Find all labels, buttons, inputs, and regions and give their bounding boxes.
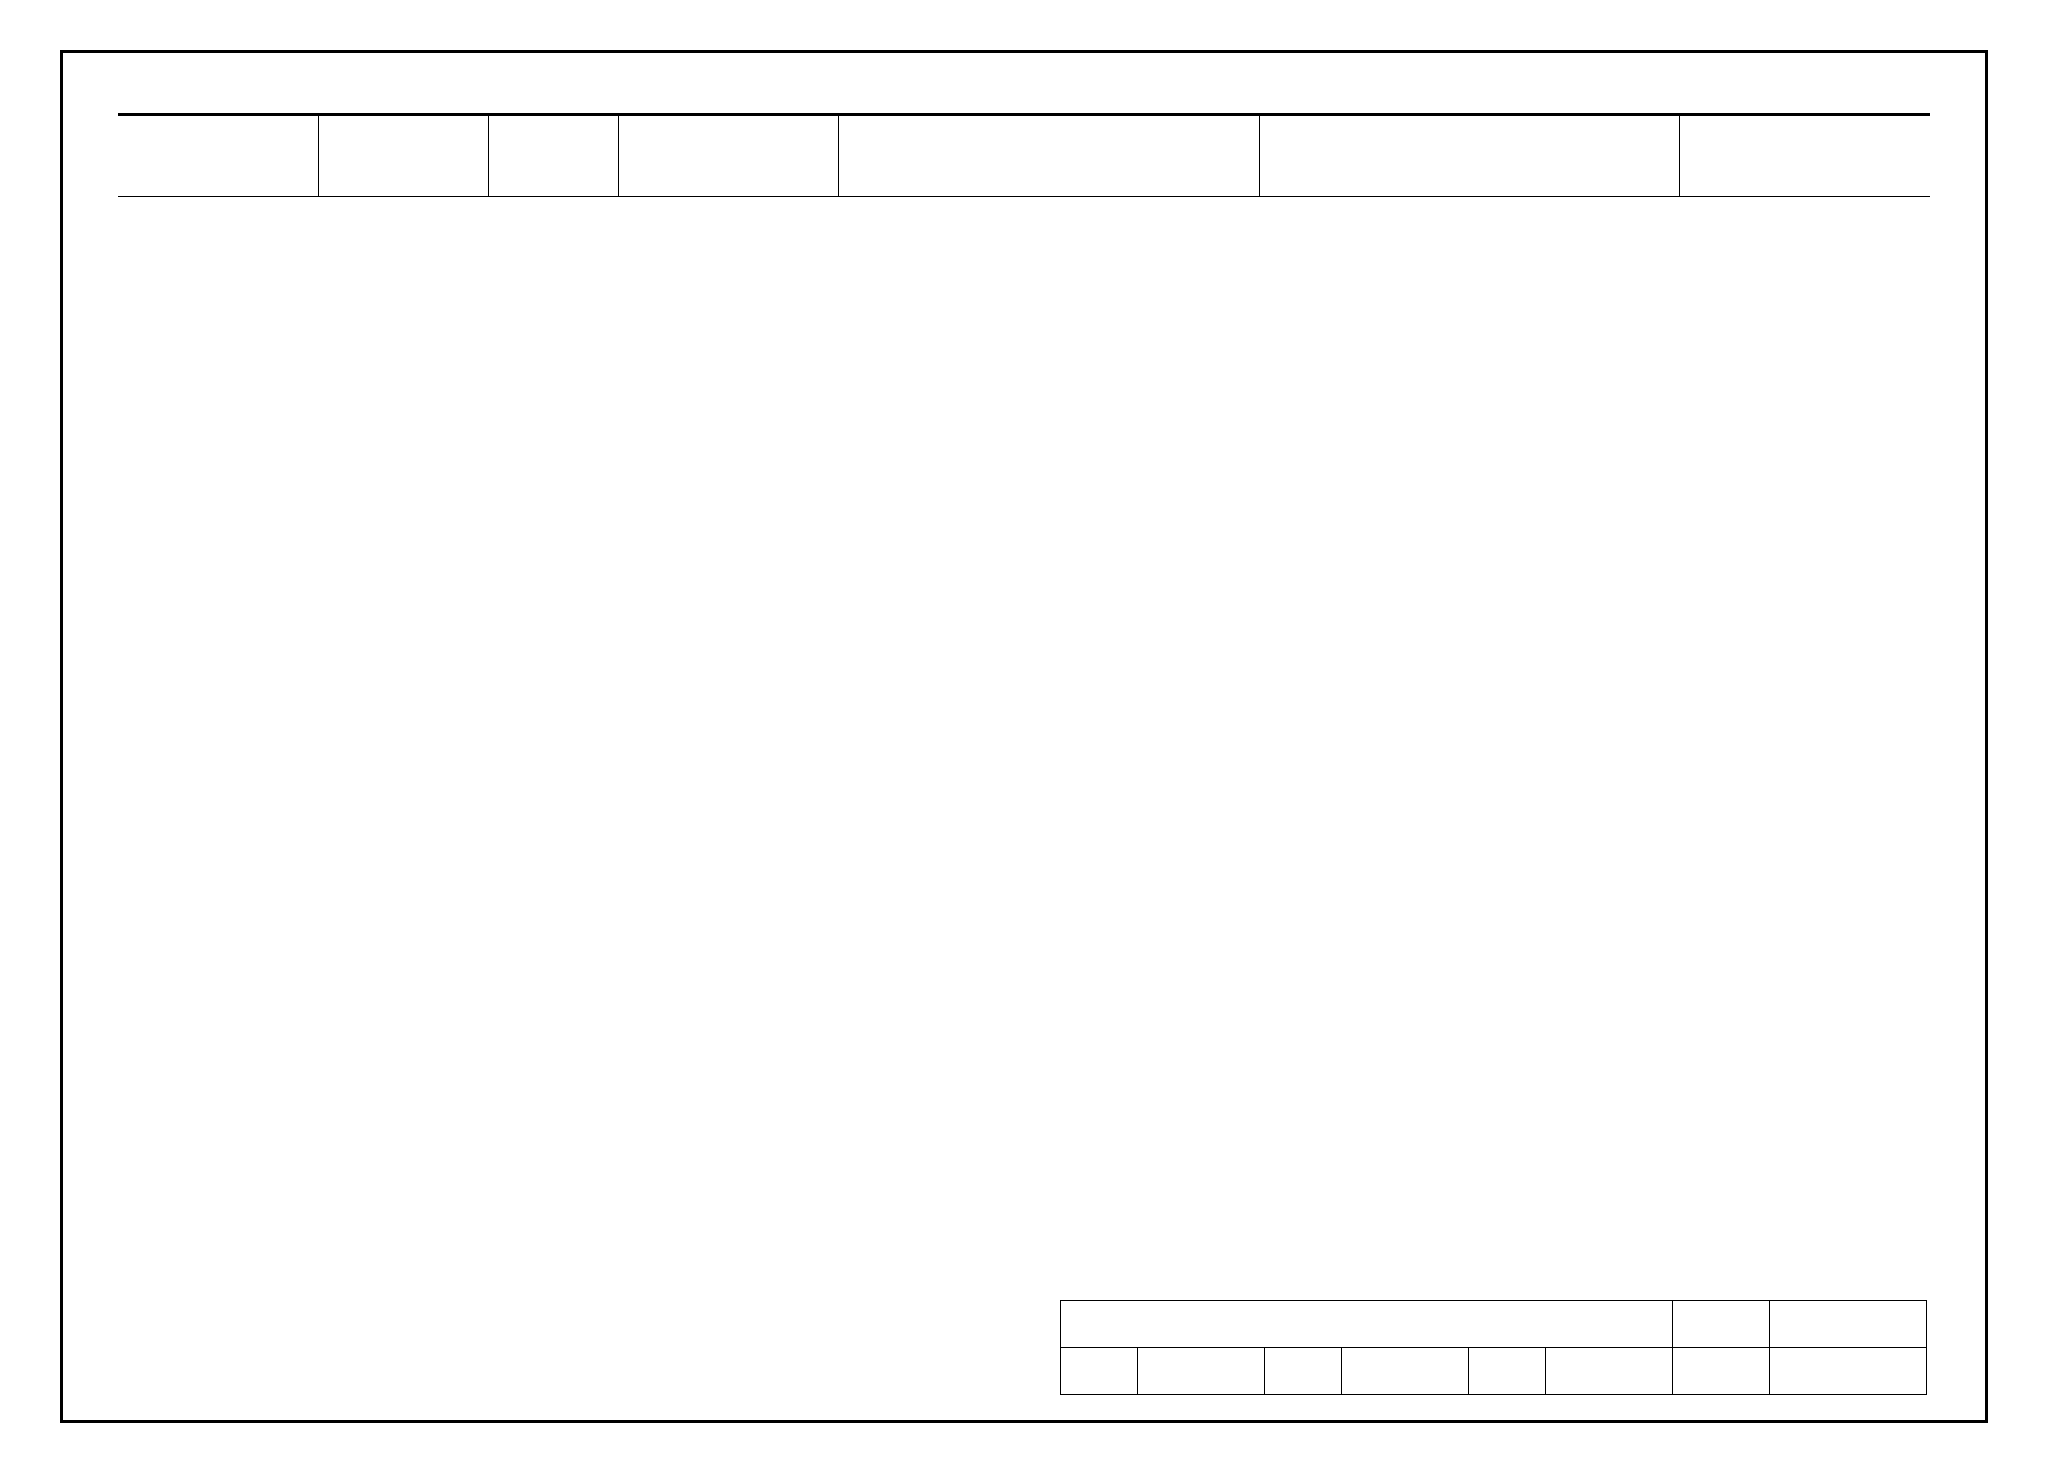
th-dim [619,115,839,197]
th-remark [1680,115,1930,197]
tb-check-label [1265,1348,1342,1395]
spec-table [118,113,1930,197]
drawing-frame [60,50,1988,1423]
page [0,0,2048,1473]
tb-design-sig [1546,1348,1673,1395]
th-symbol [488,115,618,197]
tb-page-no [1770,1348,1927,1395]
tb-name [1061,1301,1673,1348]
notes [133,1294,183,1385]
title-block [1060,1300,1927,1395]
tb-page-label [1673,1348,1770,1395]
tb-design-label [1469,1348,1546,1395]
tb-set-no [1770,1301,1927,1348]
th-single [839,115,1259,197]
tb-set-label [1673,1301,1770,1348]
tb-review-label [1061,1348,1138,1395]
table-header-row [118,115,1930,197]
tb-check-sig [1342,1348,1469,1395]
th-triple [1259,115,1679,197]
th-series [118,115,318,197]
tb-review-sig [1138,1348,1265,1395]
th-code [318,115,488,197]
